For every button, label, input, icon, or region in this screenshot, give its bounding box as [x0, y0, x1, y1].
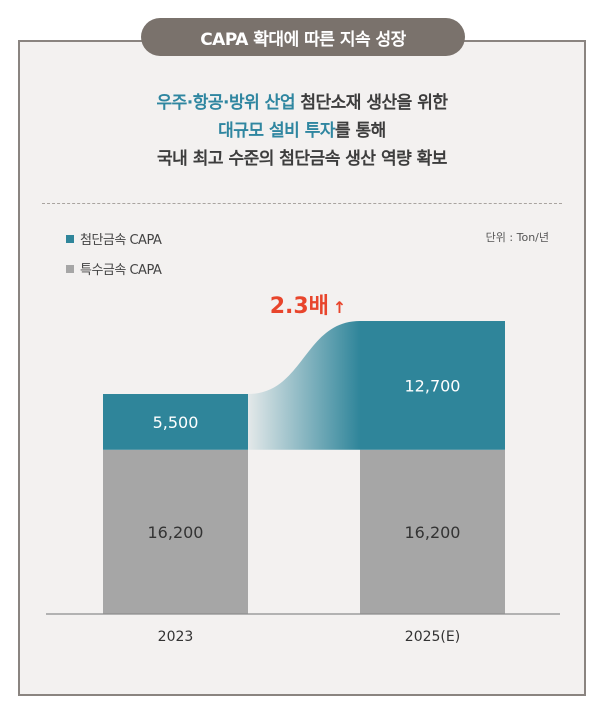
dashed-divider [42, 203, 562, 204]
headline-line-1: 우주·항공·방위 산업 첨단소재 생산을 위한 [18, 88, 586, 113]
x-tick-label-1: 2025(E) [405, 629, 460, 645]
x-tick-label-0: 2023 [158, 629, 194, 645]
legend-label-advanced: 첨단금속 CAPA [80, 233, 162, 248]
data-label-special-0: 16,200 [148, 523, 204, 542]
growth-annotation: 2.3배 ↑ [270, 294, 347, 319]
headline-line-2: 대규모 설비 투자를 통해 [18, 116, 586, 141]
data-label-advanced-1: 12,700 [405, 376, 461, 395]
bar-advanced-0 [103, 394, 248, 450]
bar-advanced-1 [360, 321, 505, 450]
data-label-advanced-0: 5,500 [153, 413, 199, 432]
bar-special-1 [360, 449, 505, 614]
legend-label-special: 특수금속 CAPA [80, 263, 162, 278]
legend-swatch-special [66, 264, 74, 273]
headline-text-2: 를 통해 [334, 121, 386, 141]
bar-special-0 [103, 449, 248, 614]
legend-advanced: 첨단금속 CAPA [66, 229, 162, 248]
headline-accent-1: 우주·항공·방위 산업 [156, 93, 296, 113]
headline-text-1: 첨단소재 생산을 위한 [294, 93, 448, 113]
headline-line-3: 국내 최고 수준의 첨단금속 생산 역량 확보 [157, 149, 447, 169]
legend-special: 특수금속 CAPA [66, 259, 162, 278]
data-label-special-1: 16,200 [405, 523, 461, 542]
growth-connector [248, 321, 360, 450]
headline-accent-2: 대규모 설비 투자 [218, 121, 335, 141]
legend-swatch-advanced [66, 234, 74, 243]
unit-label: 단위 : Ton/년 [485, 231, 549, 244]
chart-title: CAPA 확대에 따른 지속 성장 [141, 18, 465, 56]
